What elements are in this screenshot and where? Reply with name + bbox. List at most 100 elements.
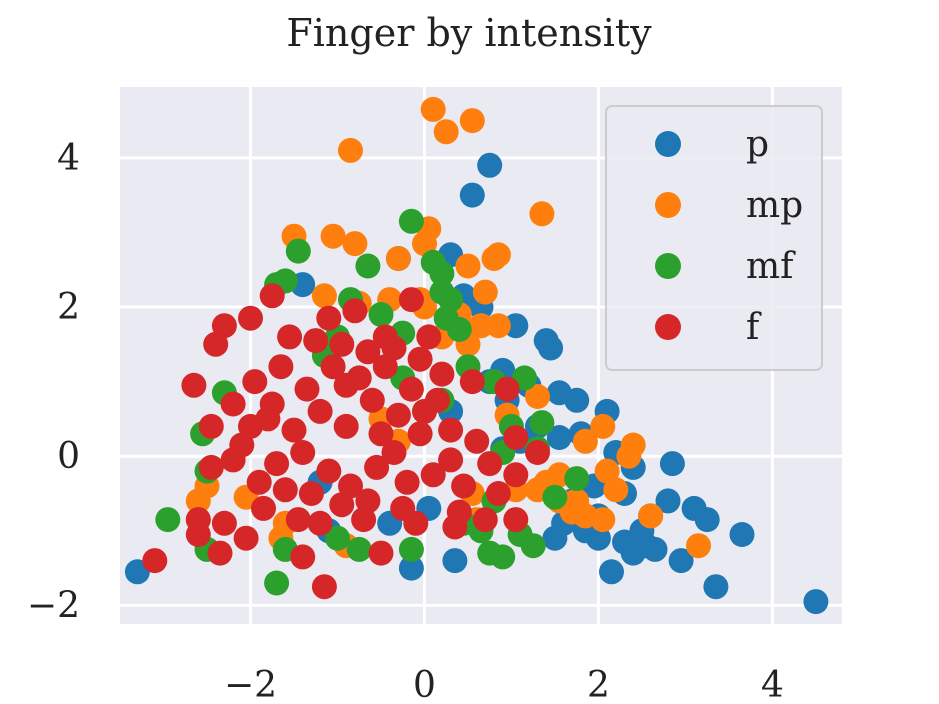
point-f-55 — [242, 369, 268, 395]
point-mp-8 — [385, 246, 411, 271]
point-mp-1 — [433, 119, 459, 145]
point-p-6 — [668, 548, 694, 574]
point-f-84 — [438, 447, 464, 473]
point-f-29 — [307, 510, 333, 536]
y-tick-label-2: 2 — [57, 287, 80, 328]
point-p-19 — [538, 335, 564, 361]
point-f-83 — [390, 495, 416, 521]
point-f-70 — [220, 447, 246, 473]
x-tick-label-0: −2 — [224, 665, 277, 704]
point-f-42 — [438, 417, 464, 443]
legend: p mp mf f — [605, 105, 823, 371]
point-mp-15 — [311, 283, 337, 309]
point-f-12 — [259, 283, 285, 309]
point-f-71 — [303, 328, 329, 354]
point-mf-19 — [264, 570, 290, 596]
point-f-7 — [368, 540, 394, 566]
point-p-10 — [655, 488, 681, 514]
point-f-64 — [381, 440, 407, 465]
point-f-36 — [281, 417, 307, 443]
point-f-21 — [503, 425, 529, 450]
point-mp-46 — [525, 384, 550, 409]
chart-title: Finger by intensity — [286, 11, 652, 55]
point-mf-36 — [346, 536, 372, 562]
point-mp-13 — [485, 242, 511, 268]
point-mf-20 — [398, 536, 424, 562]
point-mf-25 — [564, 466, 590, 492]
point-f-11 — [238, 305, 263, 331]
point-f-8 — [181, 372, 207, 398]
point-mp-14 — [472, 279, 498, 305]
point-mf-35 — [325, 525, 350, 551]
point-mp-7 — [342, 231, 368, 257]
point-f-68 — [272, 477, 298, 503]
point-f-39 — [359, 387, 385, 413]
point-mp-2 — [459, 108, 485, 134]
point-p-13 — [659, 451, 685, 477]
point-mp-20 — [468, 313, 494, 339]
point-f-23 — [503, 462, 529, 488]
point-f-9 — [203, 331, 229, 357]
point-p-25 — [459, 182, 485, 208]
point-mf-11 — [446, 316, 472, 342]
point-p-12 — [694, 507, 720, 533]
point-mf-39 — [542, 484, 568, 510]
point-p-51 — [642, 536, 668, 562]
legend-label-p: p — [746, 124, 769, 165]
point-f-53 — [238, 413, 263, 439]
point-mp-6 — [320, 223, 346, 249]
point-mp-45 — [572, 428, 598, 454]
point-mf-22 — [490, 544, 516, 570]
point-p-40 — [612, 529, 637, 555]
point-f-48 — [364, 454, 390, 480]
point-f-45 — [451, 473, 477, 499]
point-f-24 — [503, 507, 529, 533]
point-mp-44 — [590, 413, 616, 439]
point-f-40 — [385, 402, 411, 428]
point-f-74 — [381, 335, 407, 361]
tick-labels: −2 0 2 4 −2 0 2 4 — [27, 138, 784, 704]
point-f-33 — [198, 413, 224, 439]
point-p-8 — [729, 522, 755, 547]
point-p-2 — [442, 548, 468, 574]
point-mf-17 — [155, 507, 181, 533]
point-f-81 — [259, 391, 285, 417]
point-mp-53 — [616, 443, 642, 469]
point-mf-41 — [368, 302, 394, 327]
point-f-79 — [368, 421, 394, 447]
point-mp-52 — [564, 488, 590, 514]
point-mp-11 — [455, 253, 481, 279]
y-tick-label-3: 4 — [57, 138, 80, 179]
point-f-15 — [342, 298, 368, 324]
point-f-77 — [277, 324, 303, 350]
point-f-2 — [207, 540, 233, 566]
point-f-57 — [294, 376, 320, 402]
point-f-25 — [472, 507, 498, 533]
point-mp-40 — [594, 458, 620, 484]
point-p-52 — [546, 425, 572, 450]
point-f-43 — [464, 428, 490, 454]
point-f-82 — [285, 507, 311, 533]
point-mf-15 — [529, 410, 555, 436]
point-f-20 — [494, 376, 520, 402]
point-f-62 — [425, 387, 450, 413]
point-mp-42 — [686, 533, 711, 559]
point-f-63 — [407, 421, 433, 447]
point-f-69 — [246, 469, 272, 495]
series-f — [142, 283, 550, 600]
point-p-7 — [703, 574, 729, 600]
point-f-30 — [251, 495, 276, 521]
point-mp-38 — [590, 507, 616, 533]
point-f-28 — [351, 507, 377, 533]
point-f-0 — [142, 548, 168, 574]
point-f-44 — [477, 451, 503, 477]
point-f-18 — [429, 361, 455, 387]
point-mp-4 — [529, 201, 555, 227]
point-mf-4 — [429, 261, 455, 286]
point-p-1 — [398, 555, 424, 581]
point-f-61 — [398, 376, 424, 402]
point-f-10 — [211, 313, 237, 339]
point-p-26 — [477, 152, 503, 178]
point-mp-3 — [338, 137, 363, 163]
point-f-52 — [264, 451, 290, 477]
